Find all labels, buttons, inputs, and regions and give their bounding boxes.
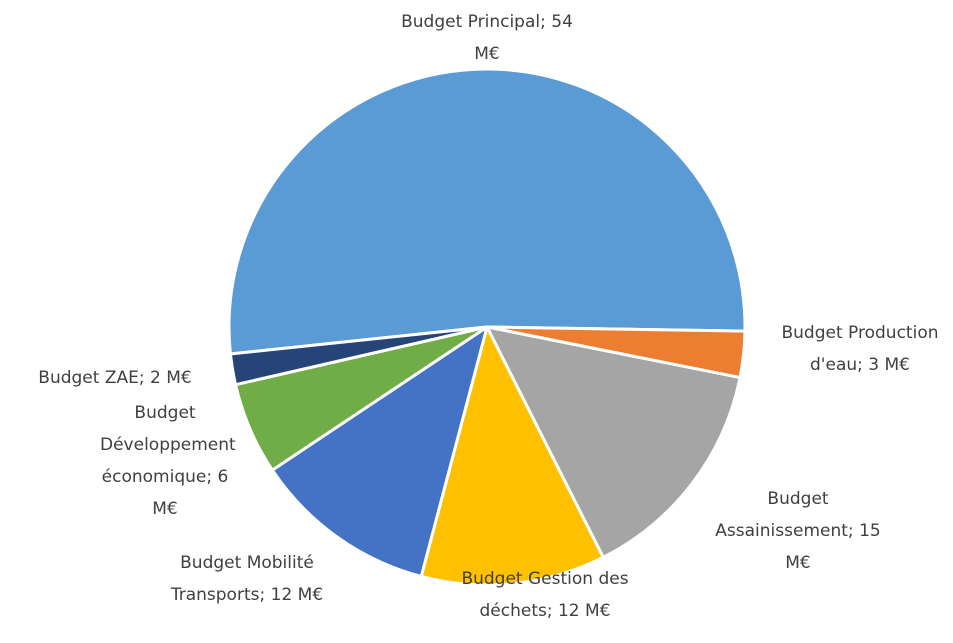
- category-name: Budget Gestion des déchets: [461, 569, 629, 621]
- value-label: 54 M€: [474, 12, 573, 64]
- value-label: 2 M€: [150, 368, 192, 388]
- data-label: Budget Gestion des déchets; 12 M€: [460, 563, 630, 627]
- category-name: Budget Mobilité Transports: [170, 553, 314, 605]
- value-label: 12 M€: [557, 601, 611, 621]
- value-label: 15 M€: [785, 521, 881, 573]
- pie-slice: [419, 325, 605, 587]
- data-label: Budget ZAE; 2 M€: [0, 362, 235, 394]
- pie-slice: [270, 325, 489, 578]
- pie-slice: [228, 325, 489, 387]
- separator: ;: [847, 521, 860, 541]
- data-label: Budget Production d'eau; 3 M€: [765, 317, 953, 381]
- separator: ;: [206, 467, 218, 487]
- data-label: Budget Assainissement; 15 M€: [713, 483, 883, 579]
- value-label: 12 M€: [270, 585, 324, 605]
- value-label: 6 M€: [152, 467, 229, 519]
- category-name: Budget Développement économique: [100, 403, 236, 487]
- data-label: Budget Développement économique; 6 M€: [100, 397, 236, 525]
- category-name: Budget Assainissement: [715, 489, 848, 541]
- separator: ;: [259, 585, 271, 605]
- category-name: Budget Production d'eau: [781, 323, 939, 375]
- category-name: Budget ZAE: [38, 368, 139, 388]
- pie-slice: [227, 67, 747, 356]
- value-label: 3 M€: [868, 355, 910, 375]
- data-label: Budget Principal; 54 M€: [387, 6, 587, 70]
- category-name: Budget Principal: [401, 12, 541, 32]
- separator: ;: [540, 12, 552, 32]
- separator: ;: [546, 601, 558, 621]
- data-label: Budget Mobilité Transports; 12 M€: [152, 547, 342, 611]
- separator: ;: [857, 355, 869, 375]
- separator: ;: [138, 368, 150, 388]
- pie-slice: [485, 325, 742, 559]
